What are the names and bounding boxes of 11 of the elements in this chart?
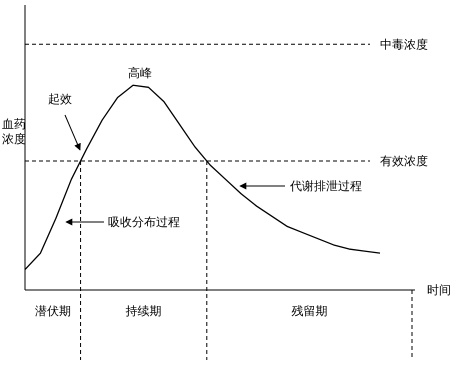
text: 潜伏期 [34, 304, 71, 318]
text: 高峰 [128, 66, 152, 80]
ref-line-label: 有效浓度 [380, 154, 428, 168]
text: 持续期 [126, 304, 162, 318]
ref-line-label: 中毒浓度 [380, 37, 428, 52]
x-axis-title: 时间 [427, 283, 451, 297]
text: 残留期 [291, 304, 328, 318]
annotation: 起效 [48, 92, 72, 106]
annotation: 吸收分布过程 [108, 215, 180, 229]
annotation: 代谢排泄过程 [289, 179, 362, 193]
y-axis-title: 血药浓度 [2, 117, 26, 146]
